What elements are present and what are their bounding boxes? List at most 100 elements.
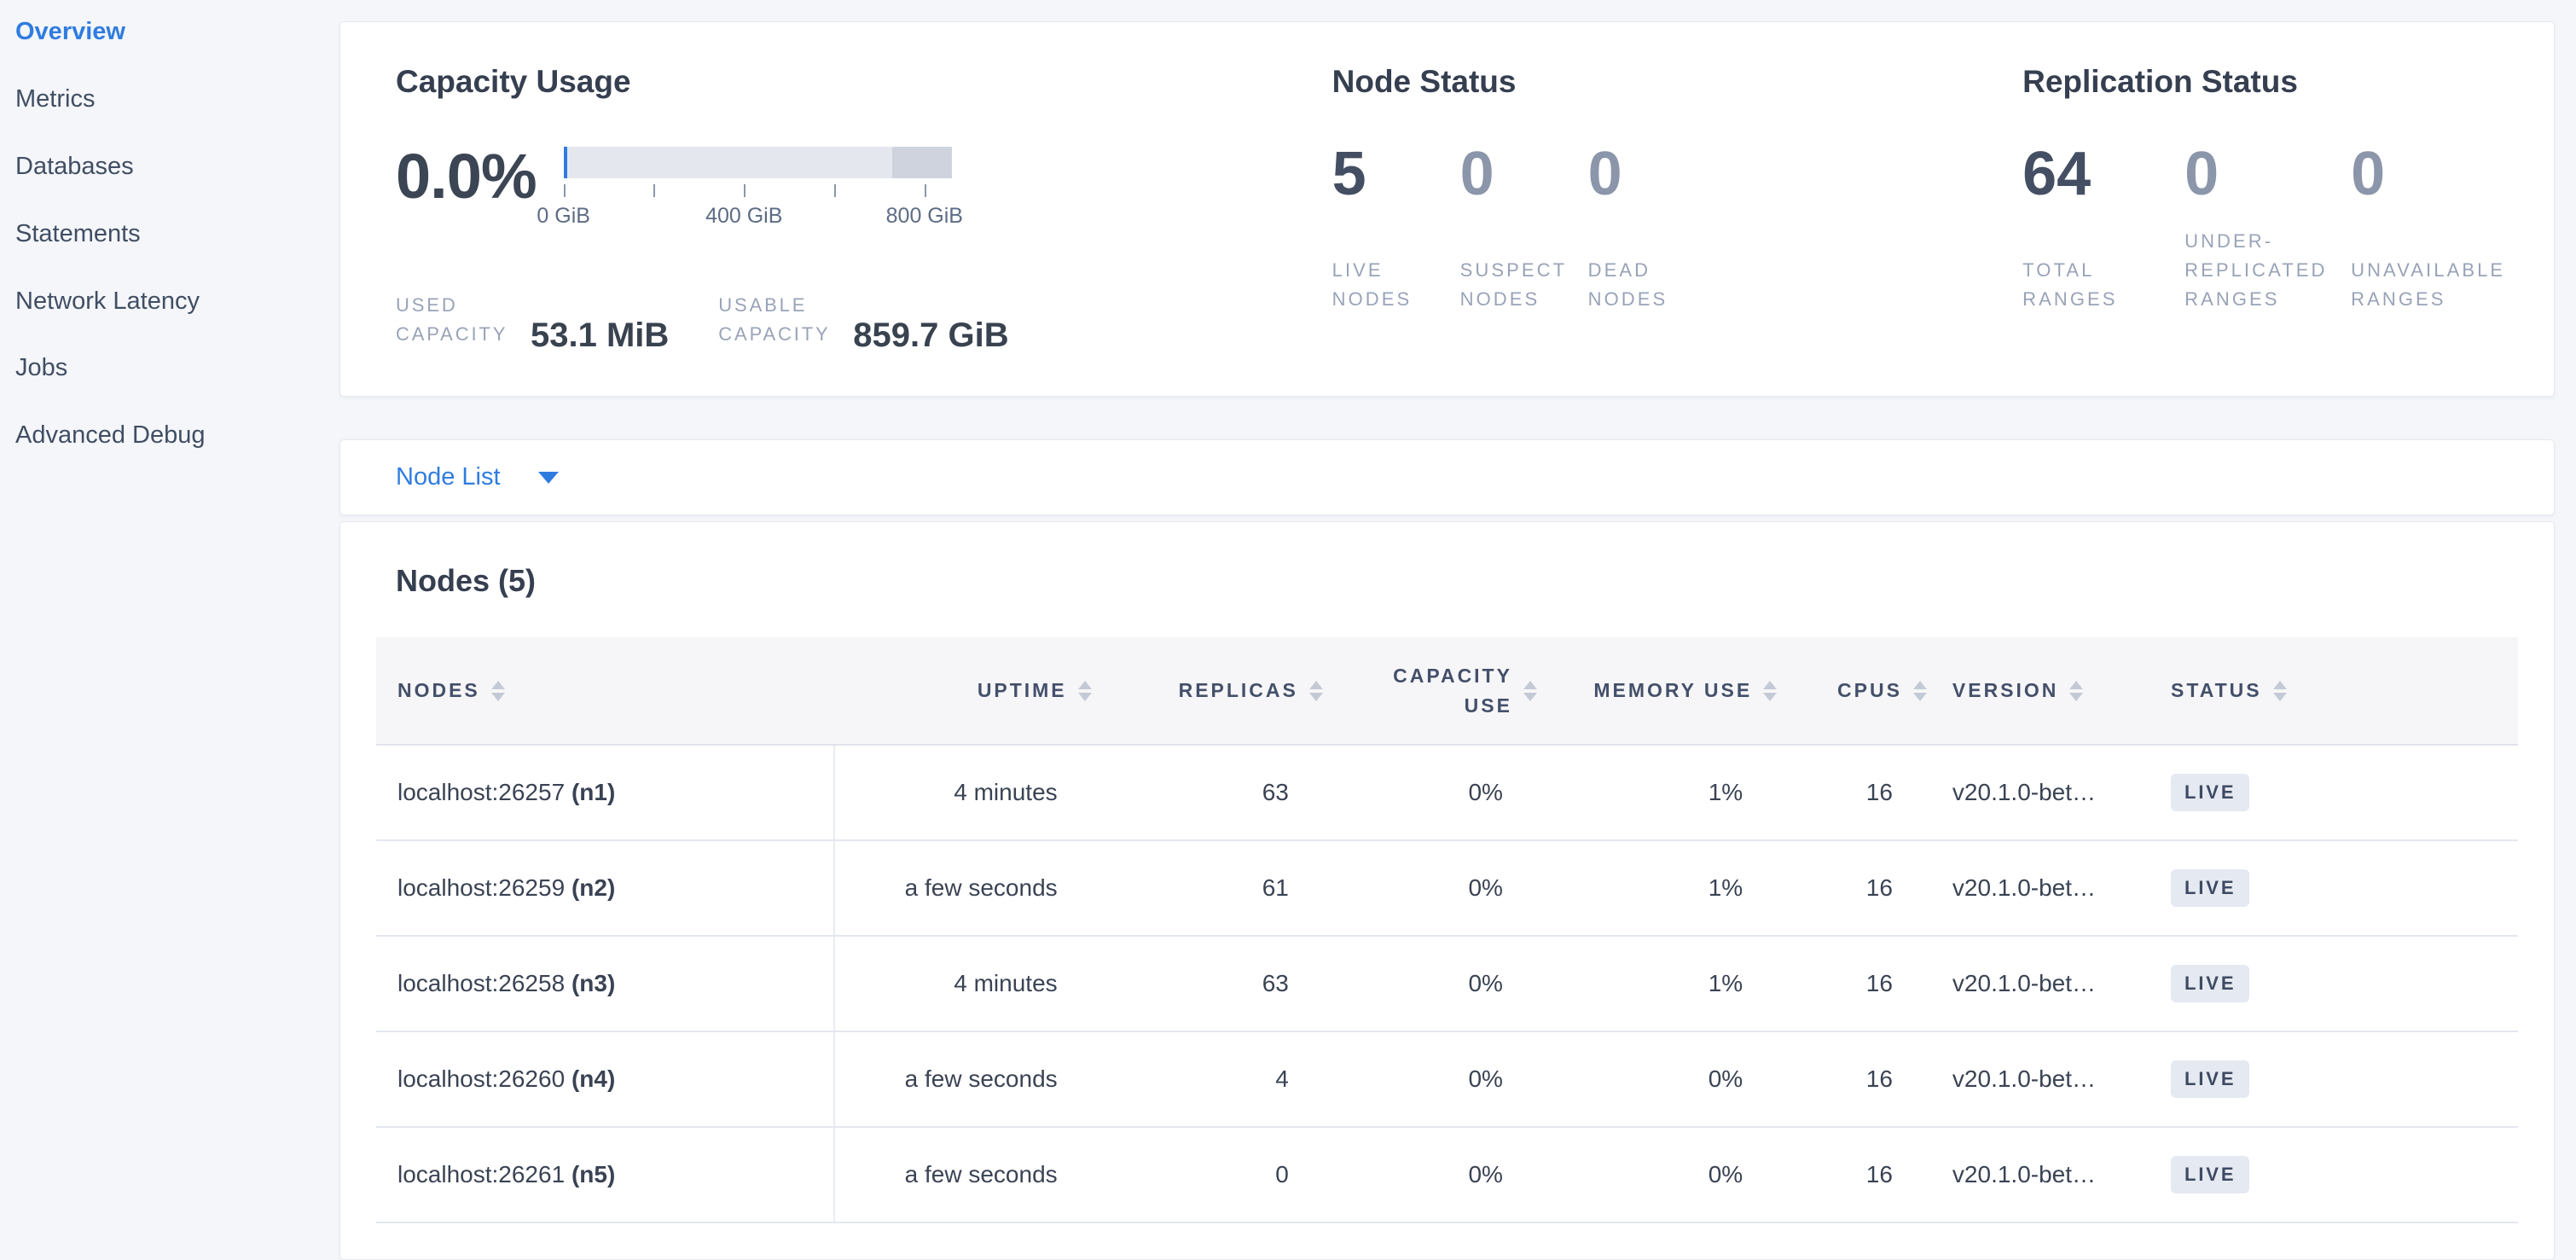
table-row[interactable]: localhost:26259 (n2) a few seconds 61 0% 1% 1… [376,840,2518,937]
nodes-table: NODES UPTIME REPLICAS CAPACITY USE MEMORY US… [376,637,2518,1223]
gauge-tick [834,184,837,198]
node-address-cell: localhost:26257 (n1) [376,745,836,841]
node-status-stats: 5 LIVE NODES 0 SUSPECT NODES 0 DEAD NODES [1332,140,1921,314]
node-status-cell: LIVE [2145,1031,2518,1128]
column-label: REPLICAS [1178,679,1298,701]
sort-icon [1763,680,1778,701]
stat-value: 64 [2022,140,2092,209]
gauge-tick-label: 800 GiB [885,204,963,229]
capacity-stat-used-capacity: USED CAPACITY 53.1 MiB [396,291,669,351]
sidebar-item-databases[interactable]: Databases [15,152,134,180]
gauge-tick-label: 0 GiB [537,204,590,229]
table-header-row: NODES UPTIME REPLICAS CAPACITY USE MEMORY US… [376,637,2518,746]
capacity-stat-value: 859.7 GiB [853,316,1009,354]
node-address-cell: localhost:26261 (n5) [376,1127,836,1223]
column-label: CAPACITY USE [1393,665,1512,717]
node-cpus-cell: 16 [1777,1127,1927,1223]
node-version-cell: v20.1.0-bet… [1926,840,2146,937]
chevron-down-icon [537,471,559,484]
node-uptime-cell: 4 minutes [834,745,1092,841]
node-capacity_use-cell: 0% [1322,936,1537,1032]
table-row[interactable]: localhost:26260 (n4) a few seconds 4 0% 0% 16… [376,1031,2518,1128]
sort-header-cpus[interactable]: CPUS [1777,637,1927,746]
sort-icon [1308,680,1323,701]
view-selector-card: Node List [339,439,2555,515]
stat-label: DEAD NODES [1587,259,1668,311]
capacity-gauge-bar [563,147,952,179]
sort-header-replicas[interactable]: REPLICAS [1091,637,1323,746]
gauge-used-marker [563,147,567,179]
stat-total-ranges: 64 TOTAL RANGES [2022,140,2184,314]
capacity-stat-value: 53.1 MiB [531,316,670,354]
stat-dead-nodes: 0 DEAD NODES [1587,140,1716,314]
stat-label: UNDER-REPLICATED RANGES [2184,230,2328,311]
view-mode-dropdown[interactable]: Node List [396,463,559,491]
sort-header-nodes[interactable]: NODES [376,637,835,746]
node-status-title: Node Status [1332,64,1517,99]
nodes-table-card: Nodes (5) NODES UPTIME REPLICAS CAPACITY US… [339,521,2555,1260]
sort-icon [1077,680,1092,701]
stat-value: 0 [2351,140,2386,209]
sidebar-item-network-latency[interactable]: Network Latency [15,287,200,315]
sort-header-capacity_use[interactable]: CAPACITY USE [1322,637,1537,746]
sort-icon [1523,680,1537,701]
sort-header-memory_use[interactable]: MEMORY USE [1536,637,1778,746]
status-badge: LIVE [2171,1156,2250,1193]
view-mode-label: Node List [396,463,501,491]
sidebar-item-metrics[interactable]: Metrics [15,84,96,113]
status-badge: LIVE [2171,1060,2250,1098]
sort-icon [2069,680,2084,701]
column-label: CPUS [1837,679,1902,701]
stat-label: TOTAL RANGES [2022,259,2118,311]
sidebar-item-jobs[interactable]: Jobs [15,354,68,382]
capacity-stat-label: USED CAPACITY [396,294,508,345]
node-version-cell: v20.1.0-bet… [1926,936,2146,1032]
node-cpus-cell: 16 [1777,840,1927,937]
node-status-section: Node Status 5 LIVE NODES 0 SUSPECT NODES 0 DE… [1290,63,1921,349]
capacity-stats: USED CAPACITY 53.1 MiB USABLE CAPACITY 859.… [396,291,1290,351]
node-capacity_use-cell: 0% [1322,840,1537,937]
table-row[interactable]: localhost:26261 (n5) a few seconds 0 0% 0% 16… [376,1127,2518,1223]
sidebar-item-advanced-debug[interactable]: Advanced Debug [15,421,206,450]
capacity-stat-usable-capacity: USABLE CAPACITY 859.7 GiB [718,291,1008,351]
table-row[interactable]: localhost:26258 (n3) 4 minutes 63 0% 1% 16 v20… [376,936,2518,1032]
node-status-cell: LIVE [2145,936,2518,1032]
node-version-cell: v20.1.0-bet… [1926,1031,2146,1128]
sort-icon [490,680,505,701]
node-memory_use-cell: 0% [1536,1031,1778,1128]
gauge-tick-label: 400 GiB [705,204,783,229]
sort-header-status[interactable]: STATUS [2145,637,2518,746]
stat-value: 0 [2184,140,2219,209]
node-cpus-cell: 16 [1777,936,1927,1032]
status-badge: LIVE [2171,774,2250,811]
column-label: NODES [397,679,480,701]
node-address-cell: localhost:26259 (n2) [376,840,836,937]
stat-value: 0 [1587,140,1622,209]
table-row[interactable]: localhost:26257 (n1) 4 minutes 63 0% 1% 16 v20… [376,745,2518,841]
sort-header-uptime[interactable]: UPTIME [834,637,1092,746]
sidebar-item-overview[interactable]: Overview [15,18,125,45]
stat-label: LIVE NODES [1332,259,1413,311]
node-memory_use-cell: 1% [1536,936,1778,1032]
stat-value: 0 [1459,140,1494,209]
stat-label: UNAVAILABLE RANGES [2351,259,2506,311]
node-capacity_use-cell: 0% [1322,745,1537,841]
node-replicas-cell: 61 [1091,840,1323,937]
gauge-tick [744,184,746,198]
node-replicas-cell: 63 [1091,936,1323,1032]
replication-status-section: Replication Status 64 TOTAL RANGES 0 UNDER-… [1920,63,2538,349]
node-version-cell: v20.1.0-bet… [1926,745,2146,841]
node-uptime-cell: a few seconds [834,840,1092,937]
node-id: (n1) [571,779,616,805]
table-body: localhost:26257 (n1) 4 minutes 63 0% 1% 16 v20… [376,745,2518,1223]
node-memory_use-cell: 0% [1536,1127,1778,1223]
column-label: UPTIME [977,679,1067,701]
node-status-cell: LIVE [2145,745,2518,841]
replication-status-title: Replication Status [2022,64,2298,99]
sidebar-item-statements[interactable]: Statements [15,219,141,247]
stat-label: SUSPECT NODES [1459,259,1567,311]
stat-under-replicated-ranges: 0 UNDER-REPLICATED RANGES [2184,140,2351,314]
gauge-reserved-segment [892,147,952,179]
sort-header-version[interactable]: VERSION [1926,637,2146,746]
node-replicas-cell: 4 [1091,1031,1323,1128]
